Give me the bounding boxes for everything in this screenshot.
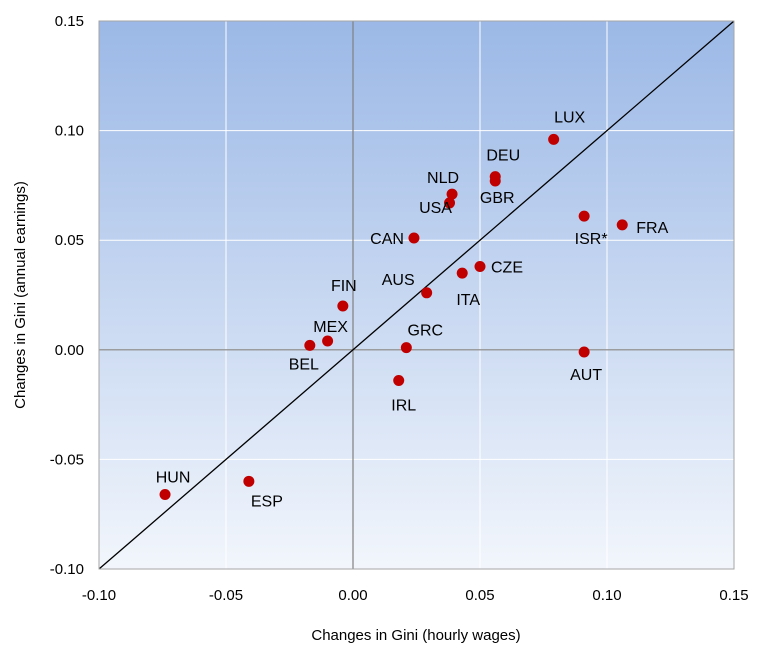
x-tick-label: -0.05 [209, 587, 243, 604]
data-point-irl [393, 374, 405, 386]
data-point-isr [578, 210, 590, 222]
y-axis-title: Changes in Gini (annual earnings) [12, 181, 29, 409]
point-label-esp: ESP [251, 493, 283, 510]
point-label-can: CAN [370, 231, 404, 248]
data-point-mex [322, 335, 334, 347]
data-point-fra [616, 219, 628, 231]
data-points [159, 133, 628, 500]
x-axis-title: Changes in Gini (hourly wages) [311, 627, 520, 644]
y-tick-label: 0.10 [55, 123, 84, 140]
point-label-fin: FIN [331, 278, 357, 295]
point-label-bel: BEL [289, 356, 319, 373]
data-point-grc [400, 342, 412, 354]
point-label-cze: CZE [491, 260, 523, 277]
point-label-isr: ISR* [575, 231, 608, 248]
point-label-deu: DEU [486, 148, 520, 165]
data-point-gbr [489, 175, 501, 187]
point-label-grc: GRC [408, 323, 444, 340]
data-point-nld [446, 188, 458, 200]
point-label-gbr: GBR [480, 190, 515, 207]
data-point-usa [444, 197, 456, 209]
reference-line-group [99, 21, 734, 569]
point-labels: LUX DEU GBR NLD USA ISR* FRA CAN CZE ITA AUS FIN MEX… [156, 109, 669, 510]
data-point-fin [337, 300, 349, 312]
data-point-bel [304, 339, 316, 351]
point-label-ita: ITA [456, 292, 480, 309]
data-point-aut [578, 346, 590, 358]
data-point-can [408, 232, 420, 244]
plot-border [98, 20, 735, 570]
point-label-fra: FRA [636, 220, 668, 237]
x-axis-tick-labels: -0.10 -0.05 0.00 0.05 0.10 0.15 [82, 587, 749, 604]
y-tick-label: -0.05 [50, 451, 84, 468]
x-tick-label: 0.15 [719, 587, 748, 604]
y-tick-label: -0.10 [50, 561, 84, 578]
x-tick-label: 0.05 [465, 587, 494, 604]
x-tick-label: 0.10 [592, 587, 621, 604]
data-point-cze [474, 261, 486, 273]
y-tick-label: 0.00 [55, 342, 84, 359]
point-label-aus: AUS [382, 272, 415, 289]
point-label-lux: LUX [554, 109, 585, 126]
y-tick-label: 0.05 [55, 232, 84, 249]
x-tick-label: -0.10 [82, 587, 116, 604]
data-point-aus [421, 287, 433, 299]
point-label-mex: MEX [313, 319, 348, 336]
zero-lines [99, 21, 734, 569]
y-tick-label: 0.15 [55, 13, 84, 30]
data-point-ita [456, 267, 468, 279]
point-label-hun: HUN [156, 469, 191, 486]
data-point-hun [159, 488, 171, 500]
point-label-nld: NLD [427, 170, 459, 187]
reference-line-45deg [99, 21, 734, 569]
point-label-usa: USA [419, 200, 452, 217]
x-tick-label: 0.00 [338, 587, 367, 604]
data-point-esp [243, 475, 255, 487]
y-axis-tick-labels: -0.10 -0.05 0.00 0.05 0.10 0.15 [50, 13, 84, 578]
point-label-aut: AUT [570, 367, 602, 384]
point-label-irl: IRL [391, 397, 416, 414]
data-point-lux [548, 133, 560, 145]
